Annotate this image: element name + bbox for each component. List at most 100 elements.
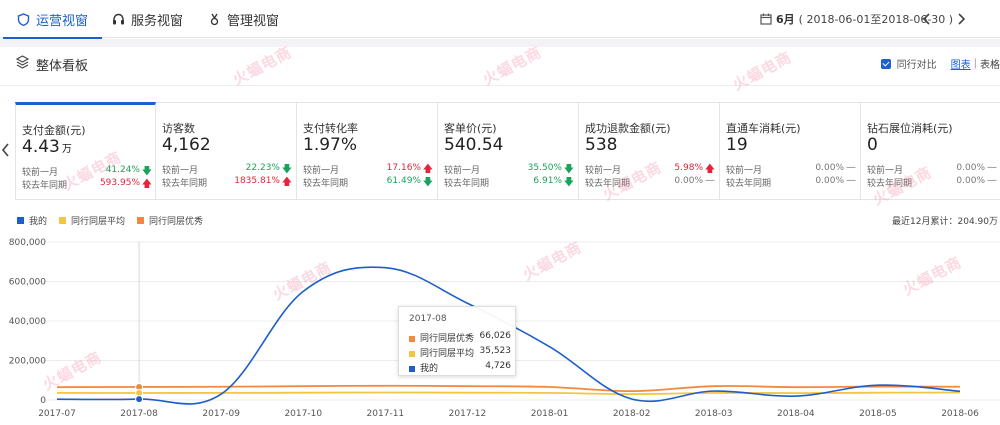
mom-value: 17.16% [386,163,421,173]
metric-cards: 支付金额(元) 4.43 万较前一月 41.24% 🡇 较去年同期 593.95% 🡅 访客数 4… [15,102,1000,200]
y-tick-label: 600,000 [9,278,46,288]
trend-up-icon: 🡅 [281,177,292,188]
yoy-label: 较去年同期 [585,179,631,189]
metric-unit: 万 [61,144,72,155]
prev-month-button[interactable] [918,10,936,28]
metric-card[interactable]: 成功退款金额(元) 538 较前一月 5.98% 🡅 较去年同期 0.00% — [579,103,720,200]
yoy-label: 较去年同期 [303,179,349,189]
yoy-value: 6.91% [533,176,562,186]
trend-down-icon: 🡇 [563,177,574,188]
metric-value: 4,162 [162,135,211,155]
peer-compare-checkbox[interactable] [880,58,891,69]
chart-view-link[interactable]: 图表 [950,60,971,71]
tab-label: 服务视窗 [131,13,184,29]
tooltip-swatch [409,350,415,357]
tooltip-title: 2017-08 [409,314,447,324]
trend-flat-icon: — [987,162,997,173]
legend-item-mine[interactable]: 我的 [17,214,47,227]
yoy-label: 较去年同期 [22,181,68,191]
metric-card[interactable]: 支付转化率 1.97% 较前一月 17.16% 🡅 较去年同期 61.49% 🡇 [297,103,438,200]
chevron-right-icon [958,13,966,25]
metric-number: 0 [867,135,878,155]
y-tick-label: 800,000 [9,238,46,248]
yoy-value: 593.95% [99,178,140,188]
table-view-link[interactable]: 表格 [980,60,1000,71]
mom-value: 22.23% [245,163,280,173]
yoy-value: 1835.81% [234,176,280,186]
trend-down-icon: 🡇 [422,177,433,188]
next-month-button[interactable] [952,10,970,28]
metric-number: 1.97% [303,135,358,155]
tooltip-row: 同行同层平均 35,523 [409,346,511,359]
tab-service[interactable]: 服务视窗 [112,0,183,38]
tab-management[interactable]: 管理视窗 [208,0,279,38]
yoy-label: 较去年同期 [162,179,208,189]
trend-down-icon: 🡇 [563,164,574,175]
yoy-label: 较去年同期 [444,179,490,189]
yoy-value: 61.49% [386,176,421,186]
tooltip-swatch [409,335,415,342]
tab-label: 管理视窗 [227,13,280,29]
trend-flat-icon: — [846,175,856,186]
mom-label: 较前一月 [22,168,59,178]
metric-card[interactable]: 钻石展位消耗(元) 0 较前一月 0.00% — 较去年同期 0.00% — [861,103,1000,200]
x-tick-label: 2018-04 [777,409,815,419]
metric-card[interactable]: 支付金额(元) 4.43 万较前一月 41.24% 🡇 较去年同期 593.95% 🡅 [15,102,156,199]
divider [0,85,1000,86]
metric-label: 客单价(元) [444,122,497,135]
x-tick-label: 2017-10 [284,409,322,419]
year-total: 最近12月累计：204.90万 [892,217,998,227]
section-header: 整体看板 同行对比 图表 | 表格 [0,47,1000,79]
trend-flat-icon: — [846,162,856,173]
metric-value: 19 [726,135,748,155]
mom-label: 较前一月 [303,166,340,176]
view-separator: | [973,58,977,69]
legend-item-peer-avg[interactable]: 同行同层平均 [59,214,125,227]
legend-label: 同行同层优秀 [149,217,204,227]
view-options: 同行对比 图表 | 表格 [880,56,1000,71]
metric-value: 1.97% [303,135,357,155]
y-tick-label: 200,000 [9,357,46,367]
metric-card[interactable]: 直通车消耗(元) 19 较前一月 0.00% — 较去年同期 0.00% — [720,103,861,200]
trend-chart[interactable]: 0 200,000 400,000 600,000 800,000 2017-07 2017… [0,230,1000,425]
section-gap [0,39,1000,47]
x-tick-label: 2018-02 [613,409,651,419]
tooltip-row-name: 同行同层平均 [420,349,475,359]
mom-value: 41.24% [105,165,140,175]
mom-label: 较前一月 [162,166,199,176]
series-point [135,395,144,404]
x-tick-label: 2018-01 [531,409,569,419]
cards-prev-button[interactable] [0,142,12,158]
tab-label: 运营视窗 [36,13,89,29]
x-tick-label: 2017-11 [367,409,405,419]
legend-label: 同行同层平均 [71,217,126,227]
tooltip-row-name: 我的 [420,364,439,374]
x-tick-label: 2018-05 [859,409,897,419]
mom-label: 较前一月 [585,166,622,176]
metric-value: 538 [585,135,617,155]
metric-card[interactable]: 访客数 4,162 较前一月 22.23% 🡇 较去年同期 1835.81% 🡅 [156,103,297,200]
date-selector[interactable]: 6月 ( 2018-06-01至2018-06-30 ) [760,0,953,38]
tooltip-row-value: 4,726 [485,361,511,371]
legend-item-peer-top[interactable]: 同行同层优秀 [137,214,203,227]
yoy-value: 0.00% [956,176,985,186]
mom-label: 较前一月 [867,166,904,176]
yoy-value: 0.00% [815,176,844,186]
mom-value: 5.98% [674,163,703,173]
metric-value: 540.54 [444,135,503,155]
metric-value: 4.43 万 [22,137,72,157]
tab-operations[interactable]: 运营视窗 [2,0,103,39]
chart-tooltip: 2017-08 同行同层优秀 66,026 同行同层平均 35,523 我的 4… [398,306,516,376]
legend-label: 我的 [29,217,48,227]
metric-number: 4,162 [162,135,211,155]
tooltip-row: 同行同层优秀 66,026 [409,331,511,344]
metric-card[interactable]: 客单价(元) 540.54 较前一月 35.50% 🡇 较去年同期 6.91% 🡇 [438,103,579,200]
metric-label: 成功退款金额(元) [585,122,671,135]
x-tick-label: 2017-12 [449,409,487,419]
metric-label: 直通车消耗(元) [726,122,801,135]
metric-label: 钻石展位消耗(元) [867,122,953,135]
trend-up-icon: 🡅 [141,179,152,190]
tooltip-row-name: 同行同层优秀 [420,334,475,344]
trend-down-icon: 🡇 [281,164,292,175]
mom-label: 较前一月 [444,166,481,176]
